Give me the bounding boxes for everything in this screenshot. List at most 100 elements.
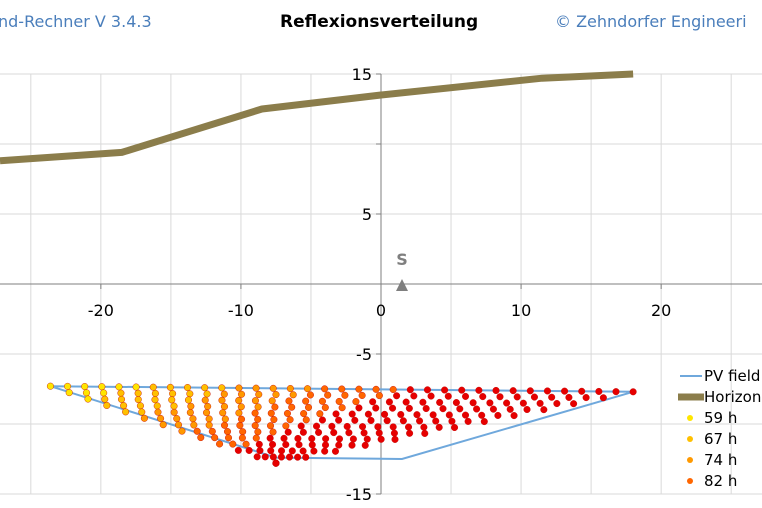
reflection-point <box>221 421 229 429</box>
reflection-point <box>118 395 126 403</box>
reflection-point <box>565 393 573 401</box>
reflection-point <box>364 410 372 418</box>
reflection-point <box>205 421 213 429</box>
reflection-point <box>256 447 264 455</box>
reflection-point <box>254 403 262 411</box>
reflection-point <box>427 392 435 400</box>
reflection-point <box>81 383 89 391</box>
reflection-point <box>252 434 260 442</box>
reflection-point <box>204 402 212 410</box>
reflection-point <box>271 403 279 411</box>
legend-swatch-67h <box>687 436 693 442</box>
reflection-point <box>331 447 339 455</box>
reflection-point <box>540 406 548 414</box>
reflection-point <box>406 386 414 394</box>
reflection-point <box>65 389 73 397</box>
pv-field-outline <box>50 385 634 461</box>
reflection-point <box>348 441 356 449</box>
reflection-point <box>283 409 291 417</box>
reflection-point <box>372 385 380 393</box>
reflection-point <box>420 423 428 431</box>
reflection-point <box>302 416 310 424</box>
south-triangle-icon <box>396 279 409 291</box>
reflection-point <box>216 440 224 448</box>
reflection-point <box>423 386 431 394</box>
reflection-point <box>358 391 366 399</box>
x-tick-label: 10 <box>511 301 531 320</box>
legend-swatch-59h <box>687 415 693 421</box>
reflection-point <box>186 408 194 416</box>
reflection-point <box>282 422 290 430</box>
reflection-point <box>238 434 246 442</box>
reflection-point <box>422 405 430 413</box>
reflection-point <box>318 397 326 405</box>
reflection-point <box>475 386 483 394</box>
reflection-point <box>405 404 413 412</box>
reflection-point <box>269 384 277 392</box>
reflection-point <box>205 415 213 423</box>
reflection-point <box>203 390 211 398</box>
reflection-point <box>100 389 108 397</box>
reflection-point <box>211 434 219 442</box>
reflection-point <box>389 404 397 412</box>
horizon-series-line <box>0 70 634 165</box>
reflection-point <box>582 394 590 402</box>
legend-label: Horizon <box>704 388 761 406</box>
reflection-point <box>235 384 243 392</box>
reflection-point <box>140 414 148 422</box>
reflection-point <box>151 396 159 404</box>
reflection-point <box>218 396 226 404</box>
reflection-point <box>435 423 443 431</box>
reflection-point <box>402 398 410 406</box>
reflection-point <box>351 416 359 424</box>
reflection-point <box>448 417 456 425</box>
reflection-point <box>229 440 237 448</box>
reflection-point <box>321 404 329 412</box>
reflection-point <box>328 422 336 430</box>
reflection-point <box>238 415 246 423</box>
app-version-label: nd-Rechner V 3.4.3 <box>0 12 152 31</box>
reflection-point <box>253 453 261 461</box>
reflection-point <box>419 398 427 406</box>
reflection-point <box>266 434 274 442</box>
reflection-point <box>299 447 307 455</box>
legend-swatch-74h <box>687 457 693 463</box>
reflection-point <box>458 386 466 394</box>
x-tick-label: -20 <box>88 301 114 320</box>
reflection-point <box>238 390 246 398</box>
reflection-point <box>251 409 259 417</box>
reflection-point <box>363 435 371 443</box>
reflection-point <box>389 385 397 393</box>
reflection-point <box>175 421 183 429</box>
reflection-point <box>456 405 464 413</box>
reflection-point <box>578 387 586 395</box>
reflection-point <box>251 422 259 430</box>
reflection-point <box>421 429 429 437</box>
reflection-point <box>132 383 140 391</box>
reflection-point <box>286 416 294 424</box>
reflection-point <box>399 417 407 425</box>
reflection-point <box>480 418 488 426</box>
reflection-point <box>335 441 343 449</box>
legend: PV field Horizon 59 h 67 h 74 h 82 h <box>678 367 761 490</box>
reflection-point <box>452 399 460 407</box>
pv-field-line <box>50 385 634 461</box>
reflection-point <box>341 391 349 399</box>
reflection-point <box>288 403 296 411</box>
reflection-point <box>302 453 310 461</box>
reflection-point <box>506 405 514 413</box>
x-tick-label: -10 <box>228 301 254 320</box>
reflection-point <box>208 427 216 435</box>
reflection-point <box>197 434 205 442</box>
reflection-point <box>239 428 247 436</box>
y-tick-label: 5 <box>362 205 372 224</box>
reflection-point <box>355 385 363 393</box>
reflection-point <box>348 410 356 418</box>
reflection-point <box>478 411 486 419</box>
reflection-point <box>462 392 470 400</box>
reflection-point <box>332 410 340 418</box>
reflection-point <box>436 398 444 406</box>
x-tick-label: 0 <box>376 301 386 320</box>
reflection-point <box>186 390 194 398</box>
reflection-point <box>261 453 269 461</box>
